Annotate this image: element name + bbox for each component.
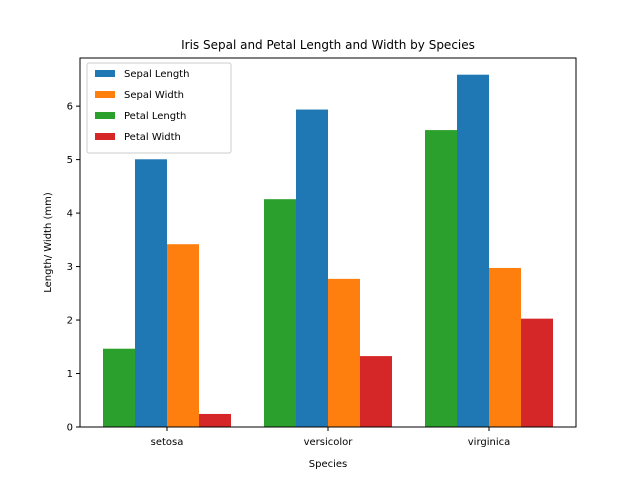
x-tick-label-virginica: virginica <box>468 437 511 448</box>
y-tick-label: 2 <box>67 316 73 327</box>
bar-petal-length-virginica <box>425 130 457 428</box>
x-axis-ticks: setosa versicolor virginica <box>151 427 511 448</box>
legend-swatch-sepal-width <box>95 91 115 98</box>
legend-label-petal-width: Petal Width <box>124 132 181 143</box>
y-tick-label: 4 <box>67 209 73 220</box>
bar-sepal-length-setosa <box>135 159 167 427</box>
bars-group <box>103 74 553 428</box>
bar-sepal-width-setosa <box>167 244 199 427</box>
legend-label-sepal-width: Sepal Width <box>124 90 184 101</box>
bar-petal-length-versicolor <box>264 199 296 427</box>
chart-title: Iris Sepal and Petal Length and Width by… <box>181 38 475 52</box>
bar-petal-length-setosa <box>103 348 135 427</box>
y-tick-label: 0 <box>67 423 73 434</box>
legend-label-sepal-length: Sepal Length <box>124 69 189 80</box>
legend-swatch-sepal-length <box>95 70 115 77</box>
y-axis-label: Length/ Width (mm) <box>43 192 54 293</box>
bar-sepal-length-versicolor <box>296 109 328 428</box>
y-tick-label: 5 <box>67 155 73 166</box>
legend-swatch-petal-length <box>95 112 115 119</box>
y-axis-ticks: 0 1 2 3 4 5 6 <box>67 102 80 434</box>
y-tick-label: 1 <box>67 369 73 380</box>
plot-frame <box>79 57 577 428</box>
bar-sepal-width-virginica <box>489 267 521 427</box>
bar-sepal-width-versicolor <box>328 278 360 427</box>
legend-swatch-petal-width <box>95 133 115 140</box>
bar-sepal-length-virginica <box>457 74 489 428</box>
x-tick-label-setosa: setosa <box>151 437 184 448</box>
bar-petal-width-virginica <box>521 318 553 427</box>
x-axis-label: Species <box>309 459 348 470</box>
legend-box <box>86 62 232 154</box>
legend: Sepal Length Sepal Width Petal Length Petal… <box>86 62 232 154</box>
legend-label-petal-length: Petal Length <box>124 111 186 122</box>
y-tick-label: 6 <box>67 102 73 113</box>
bar-petal-width-versicolor <box>360 356 392 427</box>
x-tick-label-versicolor: versicolor <box>304 437 354 448</box>
bar-petal-width-setosa <box>199 413 231 427</box>
y-tick-label: 3 <box>67 262 73 273</box>
